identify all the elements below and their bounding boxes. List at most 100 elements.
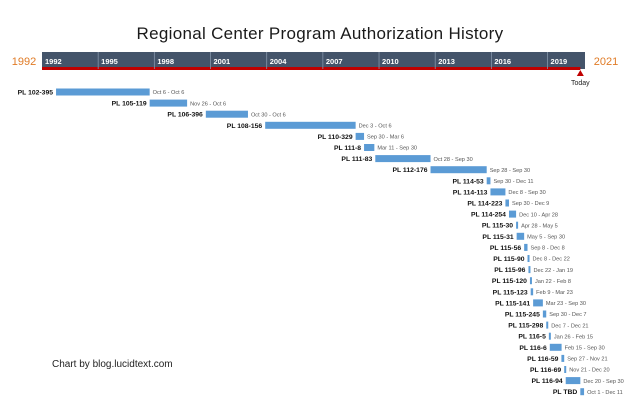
task-dates: Dec 20 - Sep 30 (583, 379, 623, 385)
today-progress-line (42, 67, 581, 70)
task-dates: Dec 3 - Oct 6 (359, 124, 392, 130)
axis-tick-label: 2007 (326, 57, 343, 66)
axis-tick-label: 2016 (494, 57, 511, 66)
task-dates: Mar 11 - Sep 30 (377, 146, 417, 152)
task-bar (580, 388, 585, 396)
task-name: PL 114-254 (471, 212, 506, 219)
task-dates: Apr 28 - May 5 (521, 223, 558, 229)
task-dates: Dec 8 - Dec 22 (533, 257, 570, 263)
task-name: PL 106-396 (167, 112, 203, 119)
task-name: PL 115-245 (505, 312, 540, 319)
task-name: PL 110-329 (318, 134, 353, 141)
task-name: PL 111-8 (334, 145, 361, 152)
task-name: PL TBD (553, 389, 578, 396)
chart-credit: Chart by blog.lucidtext.com (52, 359, 173, 370)
task-dates: Oct 30 - Oct 6 (251, 112, 286, 118)
task-name: PL 115-123 (493, 289, 528, 296)
task-bar (549, 343, 562, 351)
task-dates: Sep 28 - Sep 30 (490, 168, 530, 174)
task-bar (516, 232, 525, 240)
task-bar (490, 188, 506, 196)
task-name: PL 115-30 (482, 223, 513, 230)
axis-tick-label: 2001 (214, 57, 231, 66)
task-bar (527, 255, 530, 262)
task-bar (529, 277, 532, 285)
task-name: PL 108-156 (227, 123, 263, 130)
task-bar (508, 210, 517, 218)
task-dates: Dec 22 - Jan 19 (533, 268, 573, 274)
task-dates: Feb 9 - Mar 23 (536, 290, 573, 296)
task-dates: Sep 30 - Dec 9 (512, 201, 549, 207)
task-dates: Dec 7 - Dec 21 (551, 323, 588, 329)
axis-start-label: 1992 (12, 56, 36, 68)
task-bar (265, 121, 356, 129)
task-bar (548, 332, 551, 340)
task-dates: Dec 8 - Sep 30 (508, 190, 545, 196)
task-dates: Mar 23 - Sep 30 (546, 301, 586, 307)
task-name: PL 105-119 (112, 101, 147, 108)
task-bar (205, 110, 248, 118)
task-name: PL 102-395 (18, 90, 54, 97)
axis-tick-label: 1998 (157, 57, 174, 66)
task-bar (505, 199, 509, 207)
axis-tick-label: 2019 (551, 57, 568, 66)
task-dates: Sep 30 - Dec 7 (549, 312, 586, 318)
axis-tick-label: 2013 (438, 57, 455, 66)
task-bar (542, 310, 547, 318)
task-dates: Sep 27 - Nov 21 (567, 357, 607, 363)
task-name: PL 114-113 (453, 189, 488, 196)
task-dates: Sep 30 - Dec 11 (493, 179, 533, 185)
task-name: PL 114-223 (467, 201, 502, 208)
task-name: PL 116-94 (531, 378, 562, 385)
task-bar (355, 132, 365, 140)
task-bar (528, 266, 531, 274)
today-label: Today (571, 80, 590, 87)
axis-band (42, 52, 585, 69)
axis-end-label: 2021 (594, 56, 618, 68)
task-dates: Oct 1 - Dec 11 (587, 390, 623, 396)
task-bar (565, 377, 581, 385)
task-name: PL 111-83 (341, 156, 372, 163)
task-dates: Nov 21 - Dec 20 (569, 368, 609, 374)
task-name: PL 115-96 (494, 267, 525, 274)
task-name: PL 116-59 (527, 356, 558, 363)
task-bar (564, 366, 567, 373)
task-dates: Feb 15 - Sep 30 (565, 346, 605, 352)
task-name: PL 115-31 (482, 234, 513, 241)
task-dates: Dec 10 - Apr 28 (519, 212, 558, 218)
task-bar (486, 177, 491, 185)
task-bar (561, 354, 565, 362)
task-dates: Oct 6 - Oct 6 (153, 90, 185, 96)
axis-tick-label: 1992 (45, 57, 62, 66)
task-bar (430, 166, 487, 174)
task-name: PL 115-120 (492, 278, 527, 285)
task-name: PL 115-90 (493, 256, 524, 263)
task-bar (524, 243, 528, 251)
task-name: PL 114-53 (452, 178, 483, 185)
task-name: PL 115-56 (490, 245, 521, 252)
task-dates: Oct 28 - Sep 30 (434, 157, 473, 163)
chart-title: Regional Center Program Authorization Hi… (136, 24, 504, 43)
axis-tick-label: 2010 (382, 57, 399, 66)
task-bar (530, 288, 534, 296)
task-bar (149, 99, 188, 107)
task-bar (56, 88, 150, 96)
task-bar (364, 144, 375, 151)
task-name: PL 116-69 (530, 367, 561, 374)
task-dates: Nov 26 - Oct 6 (190, 101, 226, 107)
task-name: PL 115-141 (495, 300, 530, 307)
task-bar (546, 321, 549, 329)
task-name: PL 116-5 (518, 334, 546, 341)
task-bar (375, 155, 431, 163)
axis-tick-label: 2004 (270, 57, 288, 66)
task-bar (516, 221, 519, 229)
axis-tick-label: 1995 (101, 57, 118, 66)
task-bar (533, 299, 543, 307)
task-dates: Sep 30 - Mar 6 (367, 135, 404, 141)
task-name: PL 112-176 (392, 167, 427, 174)
task-name: PL 116-6 (519, 345, 547, 352)
task-dates: Sep 8 - Dec 8 (531, 246, 565, 252)
task-dates: May 5 - Sep 30 (527, 235, 565, 241)
task-dates: Jan 26 - Feb 15 (554, 334, 593, 340)
